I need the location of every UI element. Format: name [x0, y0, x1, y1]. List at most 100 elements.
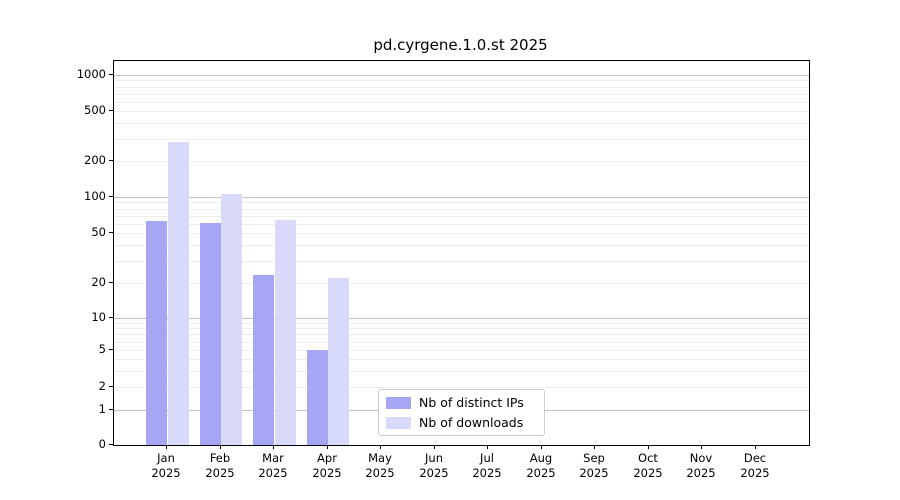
bar-downloads-mar — [275, 220, 296, 445]
y-tick-label: 50 — [91, 225, 106, 239]
y-tick-label: 20 — [91, 275, 106, 289]
x-tick-label: Jun 2025 — [407, 451, 461, 481]
y-tick-mark — [109, 232, 113, 233]
x-tick-year: 2025 — [205, 466, 235, 480]
minor-gridline — [114, 387, 809, 388]
x-tick-year: 2025 — [365, 466, 395, 480]
minor-gridline — [114, 80, 809, 81]
x-tick-month: Jun — [425, 451, 443, 465]
x-tick-mark — [273, 445, 274, 449]
x-tick-month: Feb — [209, 451, 231, 465]
x-tick-mark — [755, 445, 756, 449]
x-tick-year: 2025 — [312, 466, 342, 480]
chart-title: pd.cyrgene.1.0.st 2025 — [373, 36, 548, 54]
x-tick-mark — [648, 445, 649, 449]
minor-gridline — [114, 123, 809, 124]
x-tick-year: 2025 — [526, 466, 556, 480]
minor-gridline — [114, 261, 809, 262]
x-tick-label: Apr 2025 — [300, 451, 354, 481]
y-tick-mark — [109, 282, 113, 283]
minor-gridline — [114, 334, 809, 335]
x-tick-year: 2025 — [740, 466, 770, 480]
minor-gridline — [114, 139, 809, 140]
y-tick-mark — [109, 196, 113, 197]
bar-distinct-ips-mar — [253, 275, 274, 445]
x-tick-month: Sep — [583, 451, 605, 465]
x-tick-year: 2025 — [419, 466, 449, 480]
y-tick-mark — [109, 409, 113, 410]
x-tick-year: 2025 — [579, 466, 609, 480]
legend-entry: Nb of distinct IPs — [386, 395, 537, 410]
x-tick-year: 2025 — [686, 466, 716, 480]
x-tick-label: Aug 2025 — [514, 451, 568, 481]
minor-gridline — [114, 359, 809, 360]
y-tick-label: 1 — [98, 402, 106, 416]
x-tick-mark — [594, 445, 595, 449]
x-tick-mark — [327, 445, 328, 449]
minor-gridline — [114, 102, 809, 103]
minor-gridline — [114, 328, 809, 329]
minor-gridline — [114, 161, 809, 162]
bar-distinct-ips-feb — [200, 223, 221, 445]
x-tick-year: 2025 — [258, 466, 288, 480]
minor-gridline — [114, 202, 809, 203]
minor-gridline — [114, 350, 809, 351]
y-tick-mark — [109, 349, 113, 350]
minor-gridline — [114, 224, 809, 225]
x-tick-month: Aug — [529, 451, 553, 465]
x-tick-month: Mar — [262, 451, 284, 465]
x-tick-month: Jul — [480, 451, 494, 465]
x-tick-mark — [434, 445, 435, 449]
x-tick-label: Nov 2025 — [674, 451, 728, 481]
major-gridline — [114, 75, 809, 76]
major-gridline — [114, 318, 809, 319]
x-tick-year: 2025 — [151, 466, 181, 480]
y-tick-mark — [109, 386, 113, 387]
y-tick-mark — [109, 110, 113, 111]
bar-downloads-feb — [221, 194, 242, 445]
y-tick-label: 1000 — [76, 67, 106, 81]
x-tick-mark — [380, 445, 381, 449]
y-tick-label: 100 — [84, 189, 106, 203]
y-tick-label: 5 — [98, 342, 106, 356]
x-tick-label: Jan 2025 — [139, 451, 193, 481]
x-tick-month: Jan — [157, 451, 175, 465]
minor-gridline — [114, 216, 809, 217]
bar-downloads-apr — [328, 278, 349, 445]
minor-gridline — [114, 209, 809, 210]
x-tick-mark — [541, 445, 542, 449]
y-tick-label: 10 — [91, 310, 106, 324]
x-tick-label: Jul 2025 — [460, 451, 514, 481]
y-tick-mark — [109, 160, 113, 161]
y-tick-mark — [109, 444, 113, 445]
minor-gridline — [114, 87, 809, 88]
x-tick-year: 2025 — [633, 466, 663, 480]
x-tick-mark — [701, 445, 702, 449]
minor-gridline — [114, 283, 809, 284]
y-tick-label: 500 — [84, 103, 106, 117]
x-tick-month: Dec — [743, 451, 767, 465]
y-tick-label: 2 — [98, 379, 106, 393]
bar-distinct-ips-apr — [307, 350, 328, 445]
x-tick-month: May — [368, 451, 392, 465]
x-tick-label: Oct 2025 — [621, 451, 675, 481]
legend-label: Nb of downloads — [419, 415, 524, 430]
minor-gridline — [114, 371, 809, 372]
minor-gridline — [114, 233, 809, 234]
x-tick-month: Oct — [638, 451, 658, 465]
minor-gridline — [114, 323, 809, 324]
y-tick-mark — [109, 317, 113, 318]
y-tick-label: 200 — [84, 153, 106, 167]
y-tick-mark — [109, 74, 113, 75]
bar-downloads-jan — [168, 142, 189, 445]
x-tick-mark — [166, 445, 167, 449]
x-tick-mark — [220, 445, 221, 449]
minor-gridline — [114, 111, 809, 112]
x-tick-label: Feb 2025 — [193, 451, 247, 481]
y-tick-label: 0 — [98, 437, 106, 451]
x-tick-label: Dec 2025 — [728, 451, 782, 481]
legend-label: Nb of distinct IPs — [419, 395, 524, 410]
x-tick-mark — [487, 445, 488, 449]
minor-gridline — [114, 245, 809, 246]
